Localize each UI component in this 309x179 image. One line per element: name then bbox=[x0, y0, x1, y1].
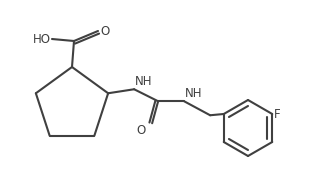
Text: F: F bbox=[274, 108, 281, 120]
Text: O: O bbox=[100, 25, 109, 37]
Text: NH: NH bbox=[135, 75, 153, 88]
Text: O: O bbox=[136, 124, 145, 137]
Text: HO: HO bbox=[33, 33, 51, 45]
Text: NH: NH bbox=[185, 87, 203, 100]
